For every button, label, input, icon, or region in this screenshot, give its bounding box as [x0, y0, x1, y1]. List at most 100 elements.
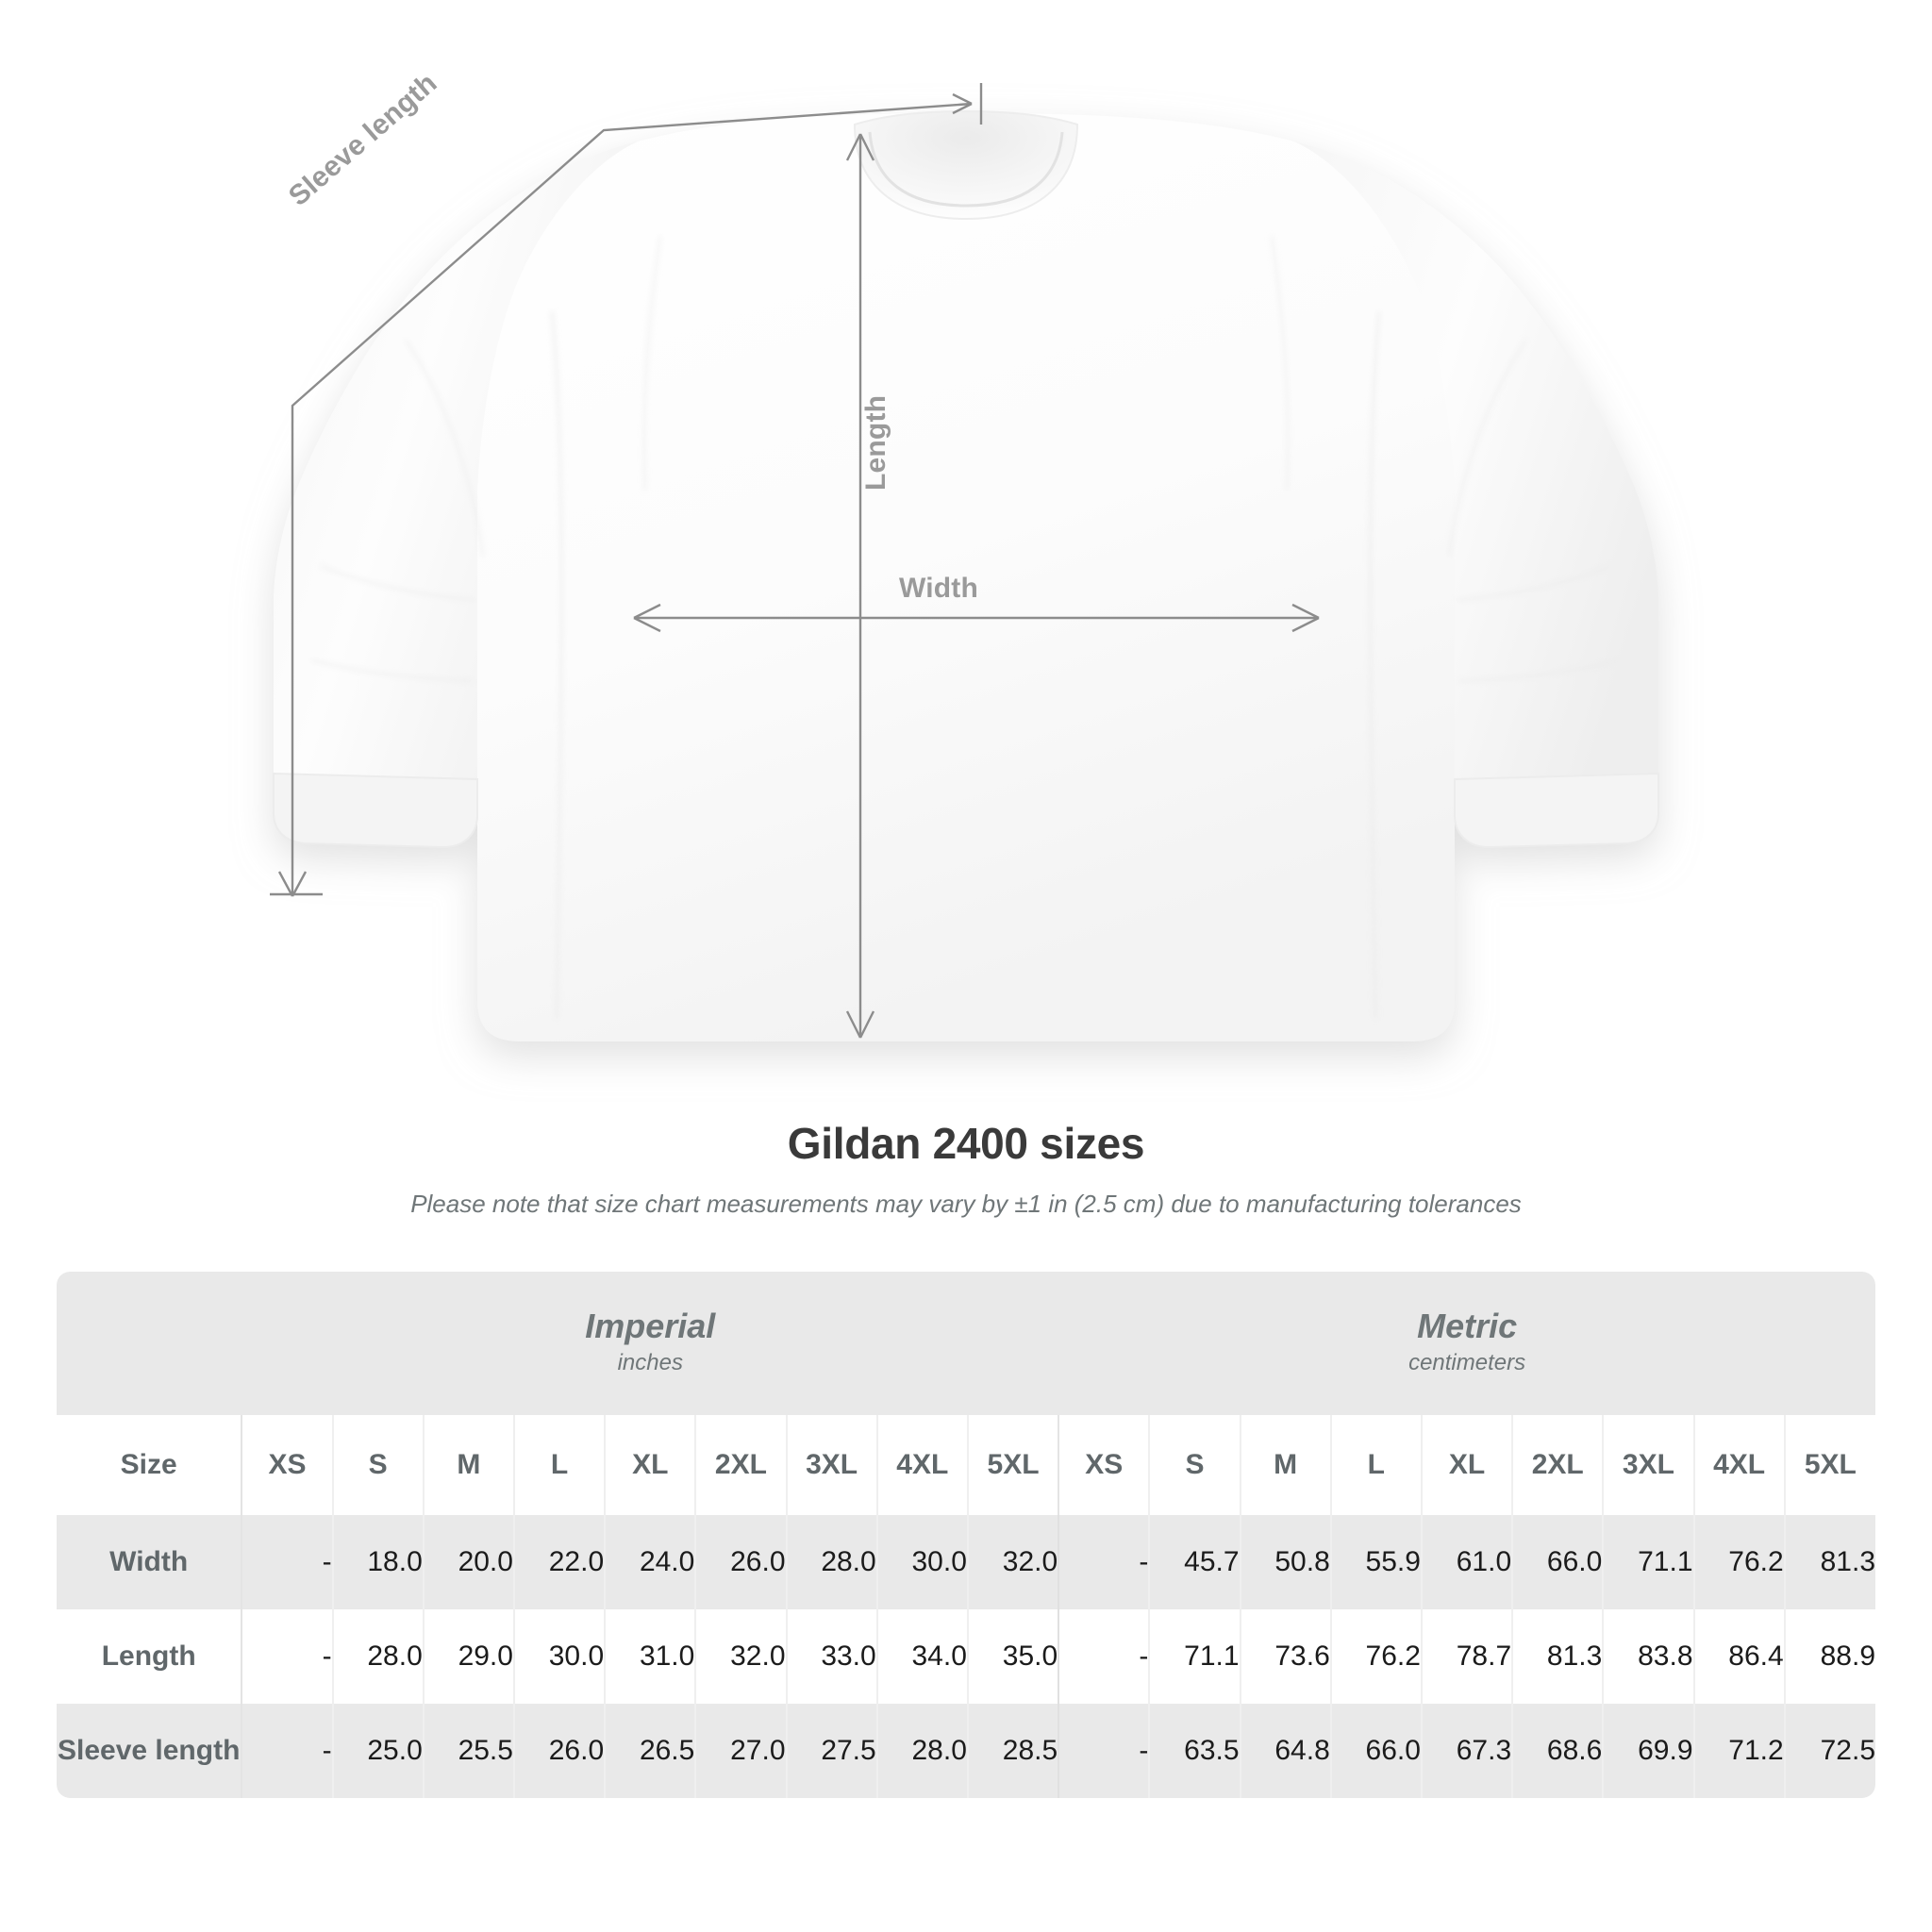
col-header-metric-s: S	[1148, 1415, 1241, 1515]
unit-group-imperial: Imperial inches	[242, 1272, 1059, 1415]
table-row: Sleeve length - 25.0 25.5 26.0 26.5 27.0…	[57, 1704, 1875, 1798]
unit-group-imperial-sub: inches	[617, 1350, 683, 1376]
unit-header-row: Imperial inches Metric centimeters	[57, 1272, 1875, 1415]
cell-sleeve-imperial-s: 25.0	[331, 1704, 424, 1798]
cell-sleeve-metric-s: 63.5	[1148, 1704, 1241, 1798]
unit-header-spacer	[57, 1272, 242, 1415]
cell-sleeve-metric-4xl: 71.2	[1692, 1704, 1785, 1798]
cell-width-imperial-l: 22.0	[512, 1515, 606, 1609]
title-block: Gildan 2400 sizes Please note that size …	[0, 1118, 1932, 1219]
size-header-label: Size	[57, 1415, 243, 1515]
col-header-metric-l: L	[1329, 1415, 1422, 1515]
cell-sleeve-metric-3xl: 69.9	[1602, 1704, 1694, 1798]
unit-group-imperial-name: Imperial	[585, 1306, 716, 1345]
cell-width-imperial-4xl: 30.0	[875, 1515, 968, 1609]
cell-width-metric-4xl: 76.2	[1692, 1515, 1785, 1609]
col-header-metric-5xl: 5XL	[1783, 1415, 1875, 1515]
cell-length-metric-xs: -	[1058, 1609, 1150, 1704]
cell-length-metric-3xl: 83.8	[1602, 1609, 1694, 1704]
cell-sleeve-metric-xs: -	[1058, 1704, 1150, 1798]
cell-width-metric-l: 55.9	[1329, 1515, 1422, 1609]
page-subtitle: Please note that size chart measurements…	[410, 1190, 1522, 1218]
col-header-imperial-l: L	[512, 1415, 606, 1515]
table-row: Width - 18.0 20.0 22.0 24.0 26.0 28.0 30…	[57, 1515, 1875, 1609]
size-header-row: Size XS S M L XL 2XL 3XL 4XL 5XL XS S M …	[57, 1415, 1875, 1515]
cell-length-imperial-m: 29.0	[422, 1609, 514, 1704]
cell-sleeve-imperial-xl: 26.5	[604, 1704, 696, 1798]
col-header-imperial-xs: XS	[242, 1415, 333, 1515]
cell-width-metric-s: 45.7	[1148, 1515, 1241, 1609]
cell-width-imperial-3xl: 28.0	[785, 1515, 877, 1609]
cell-length-imperial-s: 28.0	[331, 1609, 424, 1704]
cell-sleeve-metric-l: 66.0	[1329, 1704, 1422, 1798]
fabric-creases	[310, 235, 1622, 1020]
col-header-imperial-5xl: 5XL	[966, 1415, 1059, 1515]
cell-length-imperial-l: 30.0	[512, 1609, 606, 1704]
cell-length-imperial-xs: -	[242, 1609, 333, 1704]
garment-svg	[270, 83, 1659, 1041]
cell-sleeve-imperial-2xl: 27.0	[694, 1704, 787, 1798]
cell-length-metric-4xl: 86.4	[1692, 1609, 1785, 1704]
cell-width-metric-2xl: 66.0	[1511, 1515, 1604, 1609]
col-header-imperial-xl: XL	[604, 1415, 696, 1515]
cell-width-metric-5xl: 81.3	[1783, 1515, 1875, 1609]
width-annotation: Width	[899, 573, 979, 604]
col-header-metric-2xl: 2XL	[1511, 1415, 1604, 1515]
cell-width-imperial-xl: 24.0	[604, 1515, 696, 1609]
cell-sleeve-imperial-3xl: 27.5	[785, 1704, 877, 1798]
cell-width-metric-3xl: 71.1	[1602, 1515, 1694, 1609]
cell-width-imperial-2xl: 26.0	[694, 1515, 787, 1609]
cell-length-metric-2xl: 81.3	[1511, 1609, 1604, 1704]
cell-length-imperial-xl: 31.0	[604, 1609, 696, 1704]
length-line	[845, 133, 875, 1039]
cell-width-imperial-5xl: 32.0	[966, 1515, 1059, 1609]
col-header-metric-xs: XS	[1058, 1415, 1150, 1515]
cell-sleeve-metric-xl: 67.3	[1420, 1704, 1513, 1798]
col-header-imperial-4xl: 4XL	[875, 1415, 968, 1515]
col-header-metric-4xl: 4XL	[1692, 1415, 1785, 1515]
cell-sleeve-imperial-5xl: 28.5	[966, 1704, 1059, 1798]
row-label-width: Width	[57, 1515, 243, 1609]
cell-length-metric-m: 73.6	[1239, 1609, 1331, 1704]
sleeve-length-line	[270, 83, 983, 897]
cell-length-imperial-2xl: 32.0	[694, 1609, 787, 1704]
cell-length-metric-5xl: 88.9	[1783, 1609, 1875, 1704]
cell-sleeve-imperial-m: 25.5	[422, 1704, 514, 1798]
cell-sleeve-imperial-4xl: 28.0	[875, 1704, 968, 1798]
size-table-wrapper: Imperial inches Metric centimeters Size …	[57, 1272, 1875, 1798]
cell-length-metric-l: 76.2	[1329, 1609, 1422, 1704]
col-header-imperial-m: M	[422, 1415, 514, 1515]
cell-width-metric-xs: -	[1058, 1515, 1150, 1609]
cell-width-metric-xl: 61.0	[1420, 1515, 1513, 1609]
size-table: Imperial inches Metric centimeters Size …	[57, 1272, 1875, 1798]
col-header-imperial-s: S	[331, 1415, 424, 1515]
cell-length-imperial-3xl: 33.0	[785, 1609, 877, 1704]
cell-width-imperial-xs: -	[242, 1515, 333, 1609]
cell-width-imperial-m: 20.0	[422, 1515, 514, 1609]
cell-sleeve-metric-5xl: 72.5	[1783, 1704, 1875, 1798]
cell-width-metric-m: 50.8	[1239, 1515, 1331, 1609]
length-annotation: Length	[860, 394, 891, 491]
row-label-sleeve-length: Sleeve length	[57, 1704, 243, 1798]
col-header-metric-xl: XL	[1420, 1415, 1513, 1515]
col-header-imperial-3xl: 3XL	[785, 1415, 877, 1515]
cell-sleeve-metric-m: 64.8	[1239, 1704, 1331, 1798]
collar	[853, 109, 1079, 221]
measurement-lines	[270, 83, 1320, 1039]
col-header-metric-3xl: 3XL	[1602, 1415, 1694, 1515]
unit-group-metric-name: Metric	[1417, 1306, 1518, 1345]
cuffs	[273, 772, 1659, 849]
cell-length-imperial-5xl: 35.0	[966, 1609, 1059, 1704]
cell-sleeve-imperial-l: 26.0	[512, 1704, 606, 1798]
cell-width-imperial-s: 18.0	[331, 1515, 424, 1609]
cell-length-metric-s: 71.1	[1148, 1609, 1241, 1704]
row-label-length: Length	[57, 1609, 243, 1704]
table-row: Length - 28.0 29.0 30.0 31.0 32.0 33.0 3…	[57, 1609, 1875, 1704]
page-title: Gildan 2400 sizes	[787, 1119, 1145, 1168]
unit-group-metric: Metric centimeters	[1058, 1272, 1875, 1415]
cell-sleeve-imperial-xs: -	[242, 1704, 333, 1798]
unit-group-metric-sub: centimeters	[1408, 1350, 1526, 1376]
width-line	[633, 603, 1320, 633]
col-header-imperial-2xl: 2XL	[694, 1415, 787, 1515]
